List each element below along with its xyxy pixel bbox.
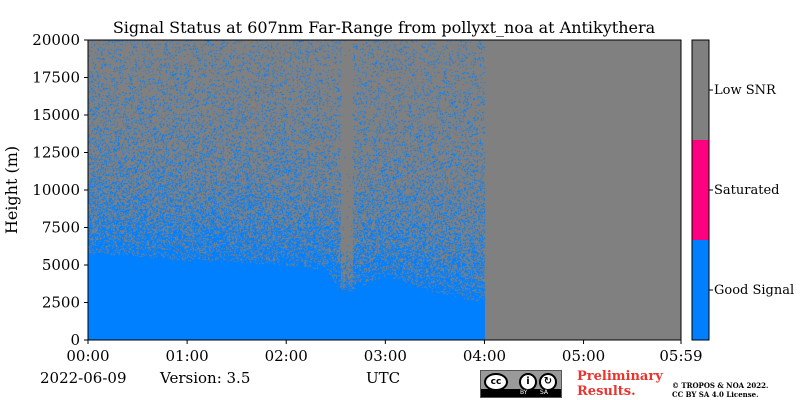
x-tick-label: 05:00	[562, 347, 605, 365]
by-person-icon: i	[519, 373, 537, 391]
x-tick-label: 04:00	[463, 347, 506, 365]
copyright-line-2: CC BY SA 4.0 License.	[672, 390, 759, 399]
x-tick-label: 01:00	[165, 347, 208, 365]
version-label: Version: 3.5	[160, 369, 251, 387]
copyright-note: © TROPOS & NOA 2022. CC BY SA 4.0 Licens…	[672, 381, 768, 399]
copyright-line-1: © TROPOS & NOA 2022.	[672, 381, 769, 390]
y-tick-label: 10000	[32, 181, 80, 199]
y-tick-label: 15000	[32, 106, 80, 124]
colorbar-segment	[692, 140, 709, 240]
signal-status-heatmap	[88, 40, 681, 340]
colorbar: Good Signal Saturated Low SNR	[691, 39, 794, 341]
y-tick-label: 5000	[42, 256, 80, 274]
y-tick-label: 12500	[32, 144, 80, 162]
colorbar-label: Good Signal	[714, 283, 794, 298]
colorbar-segment	[692, 40, 709, 140]
x-axis-ticks: 00:00 01:00 02:00 03:00 04:00 05:00 05:59	[66, 340, 703, 365]
y-tick-label: 7500	[42, 219, 80, 237]
cc-by-label: BY	[520, 389, 528, 396]
plot-area	[87, 39, 682, 341]
date-label: 2022-06-09	[40, 369, 127, 387]
chart-title: Signal Status at 607nm Far-Range from po…	[113, 18, 656, 37]
x-tick-label: 02:00	[265, 347, 308, 365]
y-tick-label: 17500	[32, 69, 80, 87]
y-axis-label: Height (m)	[2, 146, 21, 234]
cc-badge-strip: BY SA	[481, 389, 561, 397]
x-tick-label: 03:00	[364, 347, 407, 365]
cc-sa-label: SA	[540, 389, 549, 396]
y-axis-ticks: 0 2500 5000 7500 10000 12500 15000 17500 20000	[32, 31, 88, 349]
x-tick-label: 05:59	[659, 347, 702, 365]
colorbar-label: Low SNR	[714, 83, 777, 98]
cc-by-sa-badge: cc i ↻ BY SA	[480, 370, 562, 398]
preliminary-results-note: Preliminary Results.	[577, 369, 663, 399]
preliminary-line-1: Preliminary	[577, 369, 663, 384]
y-tick-label: 2500	[42, 294, 80, 312]
x-axis-label: UTC	[366, 369, 401, 387]
y-tick-label: 0	[70, 331, 80, 349]
colorbar-segment	[692, 240, 709, 340]
cc-logo-text: cc	[490, 377, 502, 387]
colorbar-label: Saturated	[714, 183, 779, 198]
y-tick-label: 20000	[32, 31, 80, 49]
x-tick-label: 00:00	[66, 347, 109, 365]
preliminary-line-2: Results.	[577, 384, 636, 399]
colorbar-frame	[691, 39, 710, 341]
